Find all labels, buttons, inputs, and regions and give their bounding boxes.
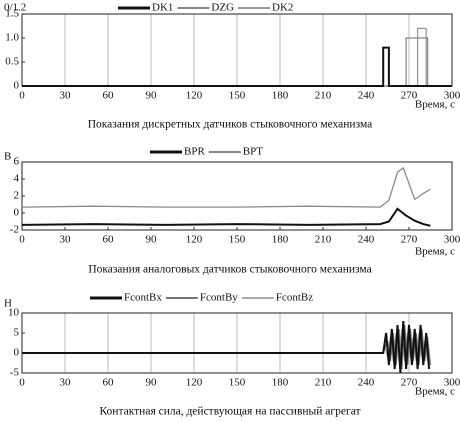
x-tick-label: 60 (103, 377, 115, 389)
caption: Показания аналоговых датчиков стыковочно… (88, 264, 371, 276)
x-tick-label: 180 (272, 377, 289, 389)
legend-label: FcontBx (124, 292, 162, 304)
x-tick-label: 300 (444, 377, 460, 389)
x-tick-label: 210 (315, 234, 332, 246)
series-line (21, 166, 431, 208)
series-line (22, 328, 429, 362)
y-tick-label: 10 (8, 307, 20, 319)
x-tick-label: 150 (229, 234, 246, 246)
legend-label: FcontBy (200, 292, 238, 304)
x-tick-label: 30 (60, 377, 72, 389)
x-tick-label: 300 (444, 90, 460, 102)
legend-label: DK1 (152, 2, 173, 14)
x-tick-label: 150 (229, 90, 246, 102)
y-tick-label: 0 (14, 347, 20, 359)
y-tick-label: 1.5 (5, 8, 19, 20)
legend-label: BPT (243, 146, 263, 158)
x-axis-label: Время, с (415, 99, 455, 111)
caption: Показания дискретных датчиков стыковочно… (88, 119, 373, 131)
plot-frame (21, 312, 453, 374)
y-tick-label: 1.0 (5, 32, 19, 44)
x-tick-label: 0 (19, 234, 25, 246)
series-line (21, 207, 431, 227)
x-tick-label: 90 (146, 90, 158, 102)
x-tick-label: 240 (358, 234, 375, 246)
x-tick-label: 90 (146, 377, 158, 389)
x-tick-label: 120 (186, 90, 203, 102)
x-tick-label: 270 (401, 377, 418, 389)
x-tick-label: 240 (358, 377, 375, 389)
caption: Контактная сила, действующая на пассивны… (99, 406, 360, 418)
x-tick-label: 180 (272, 90, 289, 102)
y-tick-label: 0.5 (5, 56, 19, 68)
y-axis-label: Н (4, 298, 12, 310)
y-tick-label: -5 (10, 367, 20, 379)
y-tick-label: 4 (14, 173, 20, 185)
legend-label: FcontBz (276, 292, 313, 304)
x-tick-label: 120 (186, 377, 203, 389)
x-tick-label: 30 (60, 90, 72, 102)
x-axis-label: Время, с (415, 386, 455, 398)
x-tick-label: 0 (19, 90, 25, 102)
legend-label: DZG (211, 2, 234, 14)
y-tick-label: 6 (14, 156, 20, 168)
x-tick-label: 60 (103, 234, 115, 246)
series-line (22, 324, 432, 370)
y-tick-label: 2 (14, 190, 20, 202)
x-tick-label: 120 (186, 234, 203, 246)
x-axis-label: Время, с (415, 246, 455, 258)
plot-frame (21, 161, 453, 231)
y-tick-label: 0 (14, 80, 20, 92)
y-tick-label: 0 (14, 207, 20, 219)
y-axis-label: В (4, 151, 11, 163)
x-tick-label: 60 (103, 90, 115, 102)
y-tick-label: -2 (10, 224, 19, 236)
x-tick-label: 270 (401, 90, 418, 102)
legend-label: BPR (184, 146, 205, 158)
y-axis-label: 0/1.2 (4, 2, 26, 14)
x-tick-label: 240 (358, 90, 375, 102)
x-tick-label: 180 (272, 234, 289, 246)
x-tick-label: 90 (146, 234, 158, 246)
x-tick-label: 210 (315, 377, 332, 389)
legend-label: DK2 (272, 2, 293, 14)
x-tick-label: 0 (19, 377, 25, 389)
x-tick-label: 210 (315, 90, 332, 102)
x-tick-label: 270 (401, 234, 418, 246)
x-tick-label: 150 (229, 377, 246, 389)
series-line (22, 320, 431, 374)
x-tick-label: 30 (60, 234, 72, 246)
series-line (22, 46, 452, 87)
x-tick-label: 300 (444, 234, 460, 246)
y-tick-label: 5 (14, 327, 20, 339)
